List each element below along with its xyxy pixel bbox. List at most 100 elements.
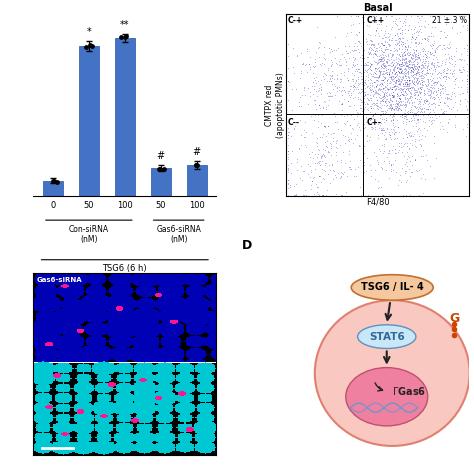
Point [398,149,405,156]
Point [301,84,308,92]
Point [395,80,402,88]
Point [396,95,403,103]
Point [395,68,403,75]
Point [357,88,365,96]
Point [357,104,365,111]
Point [383,91,390,99]
Point [441,45,449,53]
Point [376,114,383,121]
Point [399,87,407,95]
Point [440,109,448,117]
Point [403,91,411,98]
Point [364,76,372,83]
Point [284,131,292,139]
Text: C++: C++ [367,16,385,25]
Point [362,67,370,75]
Point [418,67,426,74]
Point [375,58,383,65]
Point [412,46,419,54]
Point [389,89,396,96]
Bar [115,38,135,196]
Point [381,91,388,98]
Point [417,127,424,134]
Point [334,169,342,176]
Point [333,87,340,95]
Point [384,97,392,104]
Point [359,130,367,138]
Point [413,87,421,94]
Point [371,125,379,132]
Point [410,54,418,61]
Point [385,70,393,78]
Point [350,116,358,123]
Point [345,87,353,95]
Point [320,70,328,77]
Point [375,71,383,79]
Point [419,111,427,118]
Point [414,18,422,26]
Point [413,89,420,96]
Point [389,97,396,105]
Point [436,85,443,93]
Point [407,71,415,78]
Point [397,79,404,87]
Point [412,55,420,63]
Point [394,59,401,66]
Point [354,67,361,74]
Point [394,97,402,105]
Point [418,85,425,93]
Point [286,183,294,191]
Point [302,128,310,135]
Point [397,107,405,114]
Point [398,110,406,118]
Point [419,117,427,125]
Point [432,63,440,70]
Point [461,44,468,52]
Point [396,36,404,43]
Point [355,37,362,45]
Point [419,64,427,71]
Point [324,64,331,72]
Point [373,61,381,68]
Text: TSG6 / IL- 4: TSG6 / IL- 4 [361,283,424,292]
Point [374,89,382,97]
Point [416,108,423,116]
Point [380,61,387,69]
Point [407,106,414,114]
Point [427,77,435,84]
Point [400,19,407,27]
Point [442,69,450,77]
Point [307,166,315,174]
Text: Gas6-siRNA: Gas6-siRNA [37,276,82,283]
Point [461,95,469,103]
Point [337,168,345,175]
Point [423,68,430,76]
Point [400,109,408,117]
Point [427,117,435,125]
Point [389,105,397,112]
Point [402,12,410,20]
Point [373,82,380,90]
Point [462,132,469,140]
Point [410,48,418,56]
Point [463,120,471,128]
Point [394,106,402,114]
Point [417,174,425,182]
Point [464,77,471,84]
Point [404,27,411,34]
Point [374,87,382,94]
Point [404,43,412,50]
Point [418,76,426,84]
Point [352,12,359,20]
Point [358,98,365,106]
Point [367,46,375,54]
Point [381,74,388,82]
Point [381,98,388,105]
Point [368,82,376,89]
Point [438,109,446,117]
Point [396,76,403,83]
Point [411,142,419,150]
Point [409,65,417,73]
Point [401,79,409,86]
Point [429,42,437,49]
